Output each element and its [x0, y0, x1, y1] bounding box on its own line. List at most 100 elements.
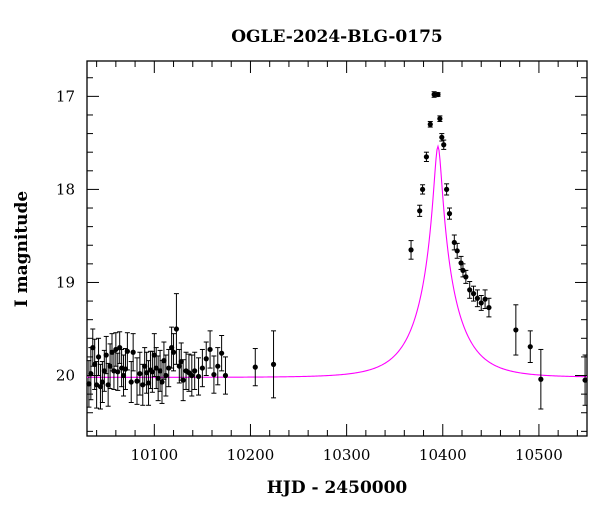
- point-marker: [408, 247, 414, 253]
- data-point: [163, 354, 169, 397]
- axis-ticks: [87, 61, 587, 436]
- point-marker: [203, 356, 209, 362]
- data-point: [527, 330, 533, 363]
- data-point: [90, 328, 96, 367]
- x-tick-label: 10500: [515, 446, 563, 464]
- point-marker: [437, 116, 443, 122]
- point-marker: [435, 91, 441, 98]
- point-marker: [163, 372, 169, 379]
- data-points: [86, 91, 588, 410]
- point-marker: [124, 348, 130, 354]
- data-point: [482, 289, 488, 310]
- data-point: [157, 349, 163, 392]
- data-point: [417, 204, 423, 217]
- y-tick-label: 18: [56, 180, 75, 198]
- point-marker: [95, 354, 102, 360]
- point-marker: [153, 365, 159, 371]
- point-marker: [431, 91, 437, 98]
- point-marker: [155, 375, 161, 381]
- point-marker: [142, 363, 148, 369]
- data-point: [454, 242, 460, 259]
- data-point: [474, 289, 480, 308]
- data-point: [451, 234, 457, 251]
- point-marker: [99, 379, 105, 385]
- data-point: [486, 297, 492, 318]
- data-point: [513, 304, 519, 356]
- point-marker: [157, 368, 163, 374]
- point-marker: [149, 369, 155, 375]
- point-marker: [582, 377, 588, 383]
- data-point: [219, 335, 225, 372]
- point-marker: [463, 274, 469, 280]
- point-marker: [107, 363, 113, 369]
- point-marker: [207, 346, 213, 353]
- point-marker: [513, 327, 519, 333]
- data-point: [149, 350, 155, 393]
- point-marker: [161, 358, 167, 364]
- point-marker: [215, 363, 221, 369]
- data-point: [419, 184, 426, 195]
- chart-title: OGLE-2024-BLG-0175: [231, 27, 443, 47]
- point-marker: [159, 379, 165, 385]
- data-point: [88, 347, 94, 401]
- point-marker: [199, 365, 205, 371]
- point-marker: [170, 349, 177, 355]
- point-marker: [173, 326, 180, 332]
- point-marker: [451, 239, 457, 246]
- point-marker: [423, 154, 430, 160]
- point-marker: [113, 346, 119, 353]
- point-marker: [419, 186, 426, 193]
- y-tick-labels: 17 18 19 20: [56, 87, 75, 384]
- data-point: [203, 341, 209, 377]
- x-tick-label: 10300: [323, 446, 371, 464]
- point-marker: [470, 291, 477, 297]
- data-point: [189, 354, 195, 397]
- data-point: [180, 359, 186, 402]
- plot-frame: [86, 60, 588, 437]
- data-point: [215, 347, 221, 386]
- data-point: [207, 330, 213, 369]
- data-point: [137, 351, 143, 396]
- data-point: [92, 338, 98, 390]
- data-point: [538, 348, 544, 410]
- data-point: [130, 333, 136, 372]
- point-marker: [180, 377, 186, 383]
- data-point: [582, 354, 588, 406]
- point-marker: [211, 371, 217, 378]
- data-point: [144, 351, 150, 394]
- point-marker: [189, 372, 195, 379]
- data-point: [435, 91, 441, 98]
- data-point: [470, 285, 477, 302]
- data-point: [134, 357, 140, 405]
- point-marker: [446, 211, 453, 217]
- x-axis-label: HJD - 2450000: [267, 478, 408, 498]
- data-point: [99, 361, 105, 403]
- data-point: [252, 348, 258, 387]
- point-marker: [474, 295, 480, 301]
- point-marker: [252, 364, 258, 370]
- point-marker: [90, 345, 96, 351]
- point-marker: [92, 361, 98, 367]
- point-marker: [134, 378, 140, 384]
- data-point: [94, 361, 100, 409]
- data-point: [446, 207, 453, 220]
- point-marker: [195, 373, 202, 380]
- point-marker: [482, 296, 488, 302]
- plot-area: [86, 60, 588, 437]
- data-point: [444, 183, 450, 196]
- point-marker: [270, 361, 277, 367]
- point-marker: [120, 372, 127, 379]
- point-marker: [222, 372, 229, 379]
- point-marker: [128, 379, 134, 385]
- point-marker: [94, 382, 100, 388]
- x-tick-label: 10400: [419, 446, 467, 464]
- model-curve: [87, 144, 588, 378]
- x-tick-label: 10200: [227, 446, 275, 464]
- y-tick-label: 17: [56, 87, 75, 105]
- point-marker: [454, 248, 460, 254]
- data-point: [437, 115, 443, 122]
- point-marker: [460, 267, 466, 273]
- data-point: [222, 356, 229, 395]
- point-marker: [444, 186, 450, 193]
- data-point: [408, 240, 414, 260]
